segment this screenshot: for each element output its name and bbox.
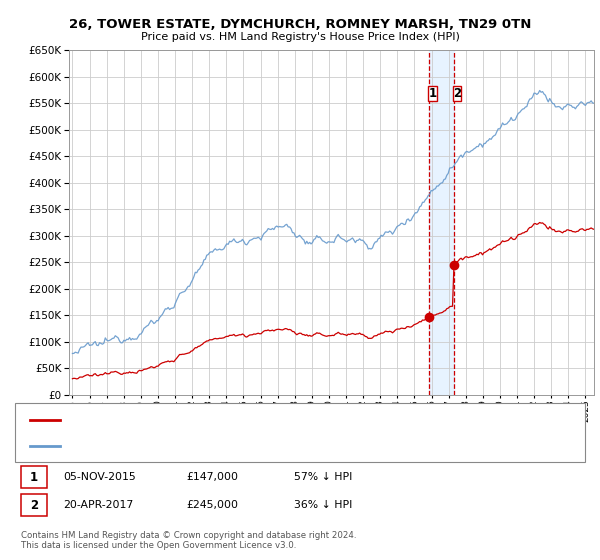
Text: 2: 2 [30,498,38,512]
Text: £147,000: £147,000 [186,472,238,482]
Text: Contains HM Land Registry data © Crown copyright and database right 2024.
This d: Contains HM Land Registry data © Crown c… [21,531,356,550]
Text: 36% ↓ HPI: 36% ↓ HPI [294,500,352,510]
Text: 26, TOWER ESTATE, DYMCHURCH, ROMNEY MARSH, TN29 0TN (detached house): 26, TOWER ESTATE, DYMCHURCH, ROMNEY MARS… [66,414,460,424]
Text: 2: 2 [453,87,461,100]
Text: 57% ↓ HPI: 57% ↓ HPI [294,472,352,482]
Text: 26, TOWER ESTATE, DYMCHURCH, ROMNEY MARSH, TN29 0TN: 26, TOWER ESTATE, DYMCHURCH, ROMNEY MARS… [69,18,531,31]
FancyBboxPatch shape [453,86,461,101]
Text: HPI: Average price, detached house, Folkestone and Hythe: HPI: Average price, detached house, Folk… [66,441,353,451]
Text: 1: 1 [30,470,38,484]
Text: £245,000: £245,000 [186,500,238,510]
Bar [429,50,454,395]
Text: 1: 1 [428,87,436,100]
Text: 20-APR-2017: 20-APR-2017 [63,500,133,510]
Text: Price paid vs. HM Land Registry's House Price Index (HPI): Price paid vs. HM Land Registry's House … [140,32,460,42]
Text: 05-NOV-2015: 05-NOV-2015 [63,472,136,482]
FancyBboxPatch shape [428,86,437,101]
